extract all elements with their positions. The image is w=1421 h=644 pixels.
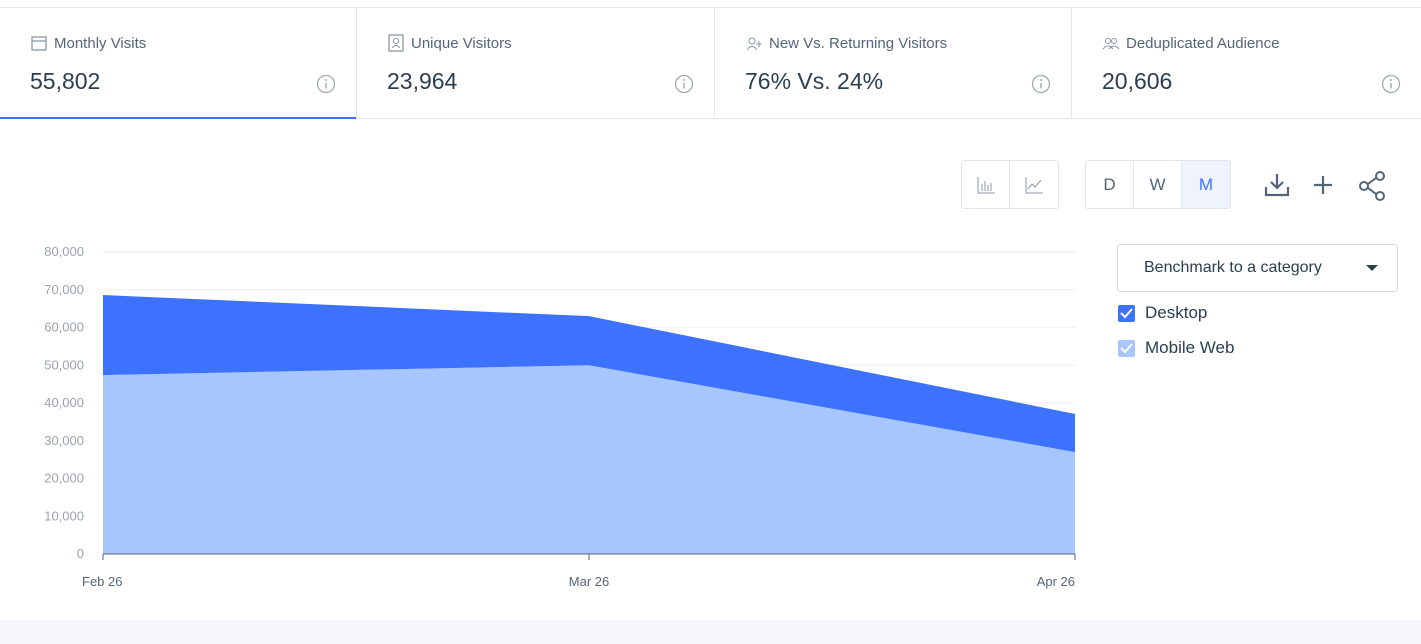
dropdown-arrow xyxy=(1366,265,1378,271)
metric-tab[interactable]: Deduplicated Audience 20,606 xyxy=(1072,8,1421,118)
info-circle xyxy=(674,74,694,94)
y-tick-label: 80,000 xyxy=(44,244,84,259)
legend-checkbox[interactable] xyxy=(1118,304,1135,322)
info-dot xyxy=(683,79,685,81)
visitor-icon xyxy=(388,34,404,52)
share-button[interactable] xyxy=(1358,171,1388,201)
line-chart-button[interactable] xyxy=(1010,161,1058,208)
info-circle xyxy=(1381,74,1401,94)
bar-chart-button[interactable] xyxy=(962,161,1010,208)
metric-value: 20,606 xyxy=(1102,68,1173,94)
chart-type-toggle xyxy=(961,160,1059,209)
metric-tab[interactable]: Monthly Visits 55,802 xyxy=(0,8,357,119)
info-icon[interactable] xyxy=(316,74,336,94)
info-dot xyxy=(1040,79,1042,81)
legend-checkbox[interactable] xyxy=(1118,339,1135,357)
info-circle xyxy=(1031,74,1051,94)
y-tick-label: 70,000 xyxy=(44,282,84,297)
y-tick-label: 50,000 xyxy=(44,357,84,372)
y-tick-label: 10,000 xyxy=(44,508,84,523)
metric-label: Unique Visitors xyxy=(387,34,512,52)
download-button[interactable] xyxy=(1263,171,1291,199)
legend-label: Mobile Web xyxy=(1145,338,1235,357)
calendar-icon xyxy=(31,36,47,51)
check-mark xyxy=(1120,307,1133,318)
metric-value: 23,964 xyxy=(387,68,458,94)
x-tick-label: Apr 26 xyxy=(1037,574,1075,589)
legend-entry[interactable]: Desktop xyxy=(1118,303,1207,323)
metric-label: Deduplicated Audience xyxy=(1102,34,1279,52)
benchmark-text: Benchmark to a category xyxy=(1144,259,1322,276)
y-tick-label: 30,000 xyxy=(44,433,84,448)
metric-tabs: Monthly Visits 55,802 Unique Visitors 23… xyxy=(0,8,1421,119)
info-icon[interactable] xyxy=(674,74,694,94)
area xyxy=(103,365,1075,554)
metric-label: New Vs. Returning Visitors xyxy=(745,34,947,52)
audience-icon xyxy=(1102,38,1120,50)
info-dot xyxy=(1390,79,1392,81)
granularity-toggle: D W M xyxy=(1085,160,1231,209)
info-dot xyxy=(325,79,327,81)
metric-label-text: Monthly Visits xyxy=(54,34,147,52)
info-icon[interactable] xyxy=(1381,74,1401,94)
metric-label-text: Unique Visitors xyxy=(411,34,512,52)
divider xyxy=(0,7,1421,8)
benchmark-dropdown[interactable]: Benchmark to a category xyxy=(1117,244,1398,292)
metric-tab[interactable]: Unique Visitors 23,964 xyxy=(357,8,715,118)
legend-entry[interactable]: Mobile Web xyxy=(1118,338,1234,358)
x-tick-label: Mar 26 xyxy=(569,574,609,589)
metric-tab[interactable]: New Vs. Returning Visitors 76% Vs. 24% xyxy=(715,8,1072,118)
granularity-button[interactable]: W xyxy=(1134,161,1182,208)
chart: 0 10,000 20,000 30,000 40,000 50,000 60,000 70,… xyxy=(44,244,1076,589)
metric-value: 55,802 xyxy=(30,68,101,94)
user-plus-icon xyxy=(746,37,762,51)
metric-label-text: New Vs. Returning Visitors xyxy=(769,34,948,52)
area xyxy=(103,295,1075,453)
metric-label: Monthly Visits xyxy=(30,34,146,52)
metric-value: 76% Vs. 24% xyxy=(745,68,884,94)
line-icon xyxy=(1025,176,1043,193)
info-circle xyxy=(316,74,336,94)
info-icon[interactable] xyxy=(1031,74,1051,94)
granularity-button[interactable]: D xyxy=(1086,161,1134,208)
metric-label-text: Deduplicated Audience xyxy=(1126,34,1280,52)
y-tick-label: 20,000 xyxy=(44,471,84,486)
legend-label: Desktop xyxy=(1145,303,1208,322)
add-button[interactable] xyxy=(1310,171,1336,199)
footer-band xyxy=(0,620,1421,644)
y-tick-label: 40,000 xyxy=(44,395,84,410)
bar-icon xyxy=(977,176,995,193)
check-mark xyxy=(1120,342,1133,353)
granularity-button[interactable]: M xyxy=(1182,161,1230,208)
y-tick-label: 60,000 xyxy=(44,320,84,335)
x-tick-label: Feb 26 xyxy=(82,574,122,589)
y-tick-label: 0 xyxy=(77,546,84,561)
